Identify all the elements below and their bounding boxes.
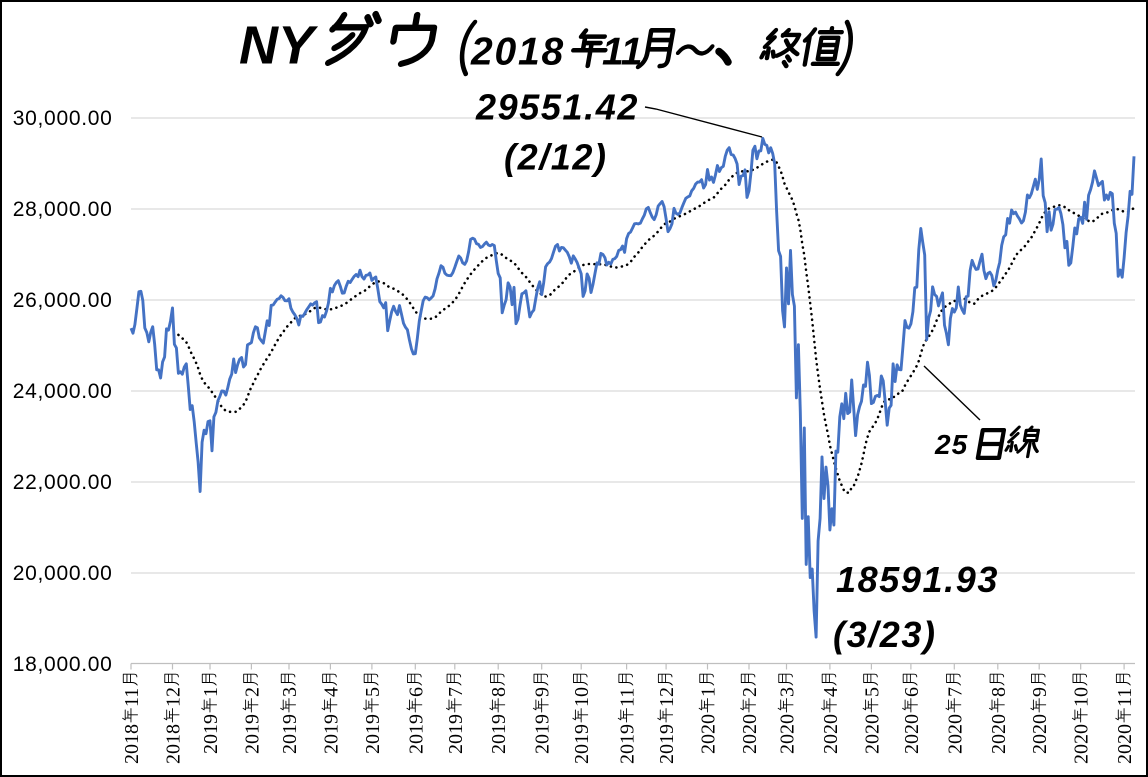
svg-text:2020: 2020 (901, 714, 923, 754)
svg-text:30,000.00: 30,000.00 (13, 107, 113, 130)
svg-text:11: 11 (1114, 688, 1136, 707)
svg-text:2018: 2018 (470, 31, 565, 74)
svg-text:2020: 2020 (698, 714, 720, 754)
svg-text:2: 2 (241, 687, 263, 697)
svg-text:2019: 2019 (656, 724, 678, 764)
svg-text:12: 12 (656, 687, 678, 707)
svg-text:10: 10 (1071, 687, 1093, 707)
svg-text:2020: 2020 (861, 714, 883, 754)
svg-text:7: 7 (944, 687, 966, 697)
svg-text:2018: 2018 (163, 724, 185, 764)
svg-text:2: 2 (739, 687, 761, 697)
svg-text:2019: 2019 (488, 714, 510, 754)
svg-text:NY: NY (239, 16, 319, 76)
svg-text:2019: 2019 (571, 724, 593, 764)
svg-text:4: 4 (820, 687, 842, 697)
svg-text:11: 11 (602, 31, 643, 74)
svg-text:11: 11 (121, 688, 143, 707)
svg-text:2020: 2020 (1071, 724, 1093, 764)
svg-text:11: 11 (617, 688, 639, 707)
svg-text:2020: 2020 (1029, 714, 1051, 754)
svg-text:18591.93: 18591.93 (836, 559, 999, 600)
svg-text:2020: 2020 (944, 714, 966, 754)
svg-text:8: 8 (488, 687, 510, 697)
svg-text:2019: 2019 (320, 714, 342, 754)
svg-text:2019: 2019 (279, 714, 301, 754)
svg-text:24,000.00: 24,000.00 (13, 380, 113, 403)
svg-text:5: 5 (861, 687, 883, 697)
svg-text:9: 9 (532, 687, 554, 697)
svg-text:5: 5 (362, 687, 384, 697)
svg-text:20,000.00: 20,000.00 (13, 562, 113, 585)
svg-text:6: 6 (405, 687, 427, 697)
svg-text:2019: 2019 (362, 714, 384, 754)
svg-text:22,000.00: 22,000.00 (13, 471, 113, 494)
svg-text:25: 25 (934, 429, 968, 460)
svg-text:2020: 2020 (777, 714, 799, 754)
svg-text:26,000.00: 26,000.00 (13, 289, 113, 312)
svg-text:2020: 2020 (988, 714, 1010, 754)
svg-text:2020: 2020 (820, 714, 842, 754)
svg-text:2019: 2019 (532, 714, 554, 754)
svg-text:2018: 2018 (121, 724, 143, 764)
svg-text:3: 3 (279, 687, 301, 697)
svg-text:2020: 2020 (739, 714, 761, 754)
svg-text:28,000.00: 28,000.00 (13, 198, 113, 221)
svg-text:1: 1 (698, 687, 720, 697)
svg-text:7: 7 (445, 687, 467, 697)
svg-text:(3/23): (3/23) (833, 614, 937, 655)
svg-text:2019: 2019 (405, 714, 427, 754)
svg-text:9: 9 (1029, 687, 1051, 697)
svg-text:2019: 2019 (200, 714, 222, 754)
svg-text:2020: 2020 (1114, 724, 1136, 764)
svg-text:29551.42: 29551.42 (475, 87, 639, 128)
svg-text:2019: 2019 (445, 714, 467, 754)
svg-text:8: 8 (988, 687, 1010, 697)
svg-text:12: 12 (163, 687, 185, 707)
svg-text:(2/12): (2/12) (504, 137, 608, 178)
svg-text:18,000.00: 18,000.00 (13, 653, 113, 676)
svg-text:1: 1 (200, 687, 222, 697)
svg-text:2019: 2019 (241, 714, 263, 754)
svg-text:4: 4 (320, 687, 342, 697)
svg-text:10: 10 (571, 687, 593, 707)
svg-text:3: 3 (777, 687, 799, 697)
svg-text:6: 6 (901, 687, 923, 697)
svg-text:2019: 2019 (617, 724, 639, 764)
